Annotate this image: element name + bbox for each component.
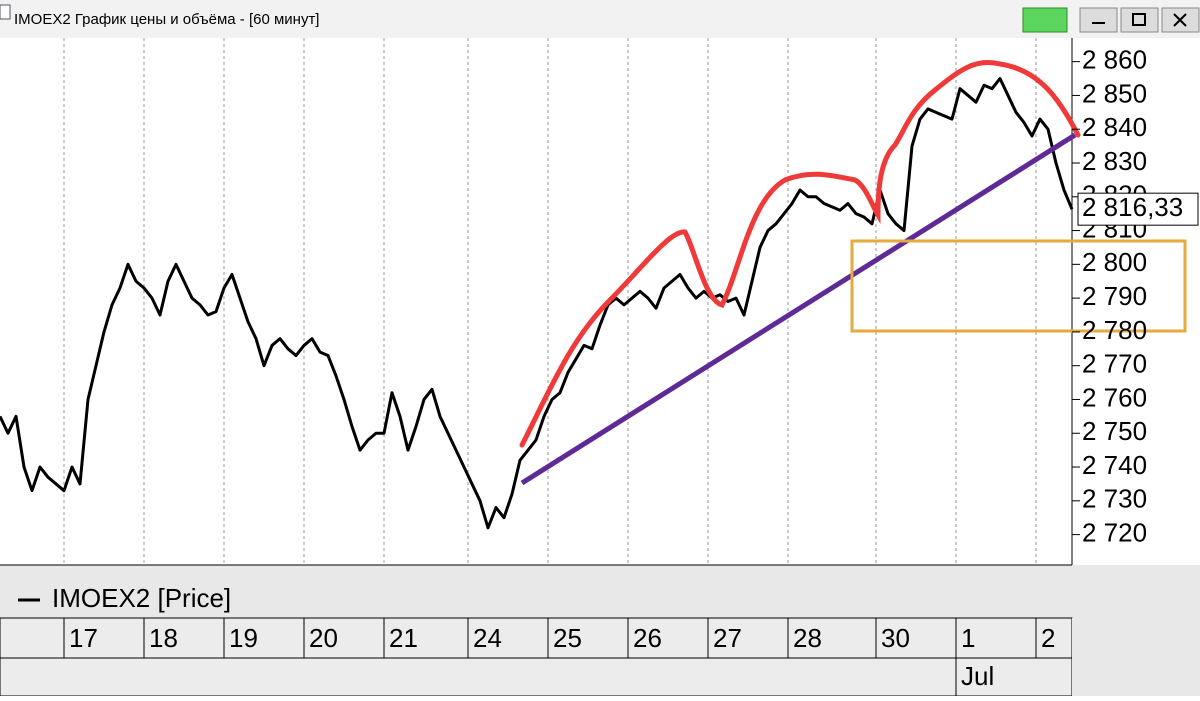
legend-area bbox=[0, 565, 1200, 618]
trend-line bbox=[520, 132, 1077, 486]
y-tick-label: 2 770 bbox=[1082, 349, 1147, 379]
window-icon bbox=[0, 4, 11, 20]
price-line bbox=[0, 77, 1074, 530]
x-tick-label: 17 bbox=[69, 623, 98, 653]
hand-drawn-arc bbox=[519, 60, 1081, 448]
minimize-button[interactable] bbox=[1079, 7, 1118, 33]
y-tick-label: 2 800 bbox=[1082, 247, 1147, 277]
legend-label: IMOEX2 [Price] bbox=[52, 583, 231, 613]
x-tick-label: 30 bbox=[881, 623, 910, 653]
y-tick-label: 2 750 bbox=[1082, 416, 1147, 446]
y-tick-label: 2 840 bbox=[1082, 112, 1147, 142]
y-tick-label: 2 850 bbox=[1082, 78, 1147, 108]
x-tick-label: 27 bbox=[713, 623, 742, 653]
x-axis-area bbox=[0, 617, 1073, 697]
close-icon bbox=[1173, 13, 1187, 27]
y-tick-label: 2 740 bbox=[1082, 450, 1147, 480]
x-tick-label: 20 bbox=[309, 623, 338, 653]
x-tick-label: 24 bbox=[473, 623, 502, 653]
y-tick-label: 2 790 bbox=[1082, 281, 1147, 311]
x-tick-label: 18 bbox=[149, 623, 178, 653]
y-tick-label: 2 780 bbox=[1082, 315, 1147, 345]
y-tick-label: 2 860 bbox=[1082, 45, 1147, 75]
x-tick-label: 25 bbox=[553, 623, 582, 653]
plot-area bbox=[0, 38, 1072, 565]
x-tick-label: 28 bbox=[793, 623, 822, 653]
y-tick-label: 2 720 bbox=[1082, 517, 1147, 547]
corner bbox=[1072, 618, 1200, 696]
link-button[interactable] bbox=[1022, 7, 1068, 33]
last-price-box bbox=[1077, 192, 1199, 226]
x-tick-label: 2 bbox=[1041, 623, 1055, 653]
last-price-label: 2 816,33 bbox=[1082, 192, 1183, 222]
price-layer bbox=[0, 77, 1074, 530]
y-tick-label: 2 830 bbox=[1082, 146, 1147, 176]
window-title: IMOEX2 График цены и объёма - [60 минут] bbox=[14, 11, 319, 28]
maximize-button[interactable] bbox=[1120, 7, 1159, 33]
y-tick-label: 2 760 bbox=[1082, 382, 1147, 412]
y-tick-label: 2 730 bbox=[1082, 484, 1147, 514]
y-axis-area bbox=[1072, 38, 1200, 565]
month-label: Jul bbox=[961, 661, 994, 691]
support-zone bbox=[850, 239, 1187, 333]
x-tick-label: 1 bbox=[961, 623, 975, 653]
title-bar bbox=[0, 0, 1200, 38]
x-tick-label: 19 bbox=[229, 623, 258, 653]
x-tick-label: 21 bbox=[389, 623, 418, 653]
maximize-icon bbox=[1132, 13, 1146, 26]
x-tick-label: 26 bbox=[633, 623, 662, 653]
